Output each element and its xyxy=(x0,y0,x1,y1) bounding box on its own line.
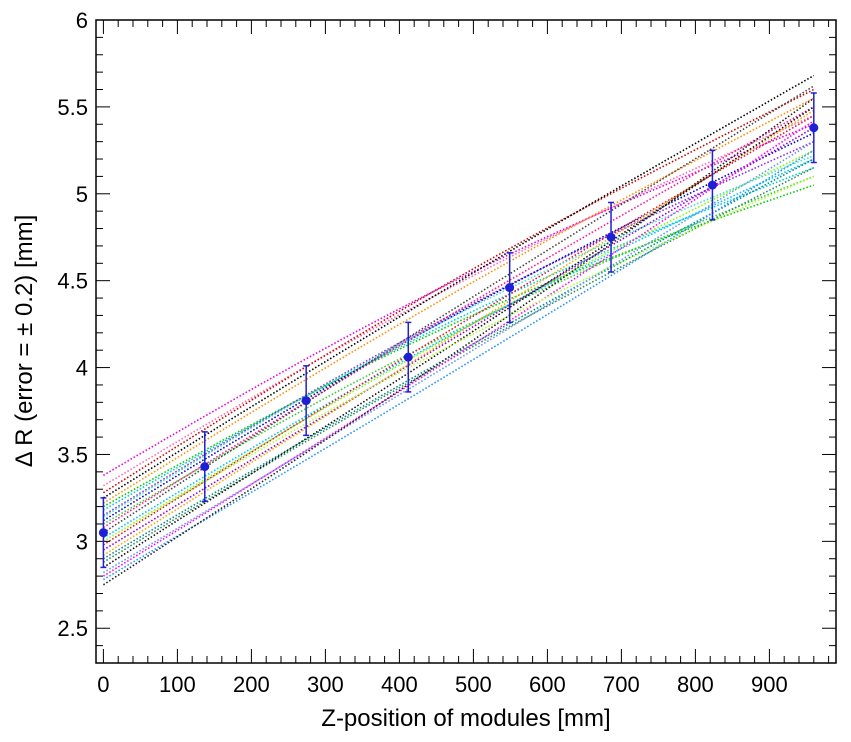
x-tick-label: 100 xyxy=(159,672,196,697)
fit-curve-8 xyxy=(102,140,815,516)
fit-curve-2 xyxy=(102,114,815,487)
data-point xyxy=(98,528,108,538)
fit-curve-21 xyxy=(102,140,815,574)
data-points xyxy=(98,92,819,569)
data-point xyxy=(809,123,819,133)
y-tick-label: 5.5 xyxy=(57,95,88,120)
x-tick-label: 600 xyxy=(529,672,566,697)
y-axis-label: Δ R (error = ± 0.2) [mm] xyxy=(11,215,38,468)
x-tick-label: 200 xyxy=(233,672,270,697)
y-tick-label: 3.5 xyxy=(57,442,88,467)
fit-curve-13 xyxy=(102,158,815,539)
y-tick-label: 4 xyxy=(76,356,88,381)
fit-curve-6 xyxy=(103,184,815,508)
x-tick-label: 0 xyxy=(97,672,109,697)
fit-curve-7 xyxy=(103,166,815,511)
plot-frame xyxy=(95,19,837,664)
axis-ticks: 0 100 200 300 400 500 600 700 800 900 2.5 3 3.5 4 4.5 5… xyxy=(57,8,836,697)
fit-curve-14 xyxy=(102,149,815,543)
fit-curve-19 xyxy=(102,166,815,563)
fit-curve-12 xyxy=(102,85,815,534)
x-tick-label: 800 xyxy=(677,672,714,697)
y-tick-label: 2.5 xyxy=(57,616,88,641)
x-tick-label: 700 xyxy=(603,672,640,697)
x-axis-label: Z-position of modules [mm] xyxy=(321,705,610,732)
data-point xyxy=(301,396,311,406)
fit-curve-24 xyxy=(102,97,815,586)
fit-curve-20 xyxy=(102,106,815,569)
fit-curve-18 xyxy=(102,158,815,560)
y-tick-label: 6 xyxy=(76,8,88,33)
data-point xyxy=(606,232,616,242)
y-tick-label: 4.5 xyxy=(57,269,88,294)
data-point xyxy=(707,180,717,190)
data-point xyxy=(403,352,413,362)
y-tick-label: 3 xyxy=(76,529,88,554)
data-point xyxy=(505,283,515,293)
x-tick-label: 900 xyxy=(751,672,788,697)
fit-curve-15 xyxy=(102,114,815,546)
fit-curve-5 xyxy=(102,97,815,504)
fit-curve-16 xyxy=(102,127,815,551)
data-point xyxy=(200,462,210,472)
x-tick-label: 500 xyxy=(455,672,492,697)
fit-curve-4 xyxy=(102,74,815,499)
fit-curves xyxy=(102,74,815,586)
x-tick-label: 300 xyxy=(307,672,344,697)
y-tick-label: 5 xyxy=(76,182,88,207)
fit-curve-11 xyxy=(102,106,815,529)
fit-curve-10 xyxy=(102,175,815,525)
x-tick-label: 400 xyxy=(381,672,418,697)
fit-curve-25 xyxy=(102,175,815,543)
fit-curve-1 xyxy=(102,123,815,476)
fit-curve-23 xyxy=(102,149,815,581)
